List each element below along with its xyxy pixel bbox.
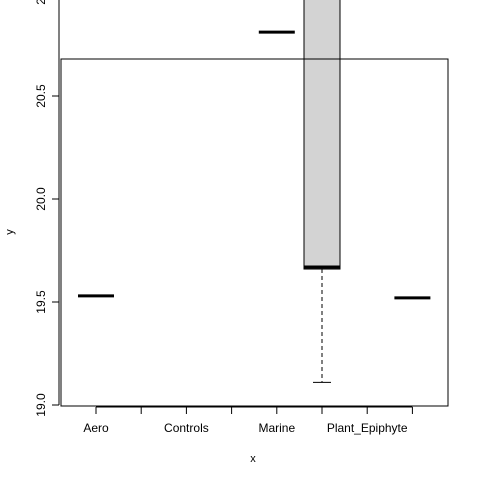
x-axis-title: x	[250, 453, 256, 465]
plot-frame	[60, 58, 449, 407]
x-tick-label: Controls	[164, 421, 209, 435]
y-tick-label: 20.0	[34, 187, 48, 211]
box-body	[303, 0, 341, 270]
y-tick-label: 21.0	[34, 0, 48, 5]
y-tick-label: 20.5	[34, 84, 48, 108]
x-tick-label: Marine	[258, 421, 295, 435]
box-group-1	[78, 294, 114, 298]
x-tick-label: Aero	[83, 421, 109, 435]
plot-layer	[78, 0, 431, 383]
y-tick-label: 19.5	[34, 290, 48, 314]
box-group-6	[303, 0, 341, 383]
axis-layer: 19.019.520.020.521.021.522.0AeroControls…	[34, 0, 449, 435]
y-tick-label: 19.0	[34, 393, 48, 417]
x-tick-label: Plant_Epiphyte	[327, 421, 408, 435]
y-axis-title: y	[4, 229, 16, 235]
